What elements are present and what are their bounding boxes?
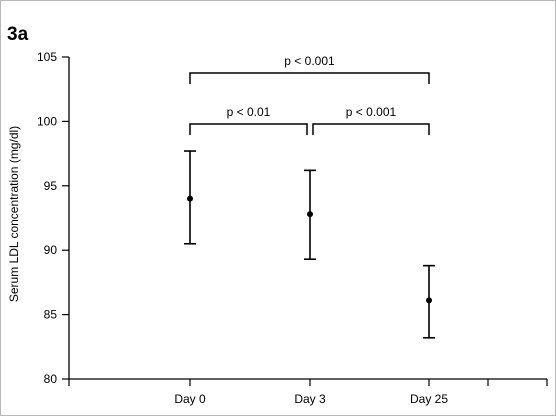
x-tick-label: Day 25: [410, 392, 448, 406]
significance-label: p < 0.001: [284, 54, 335, 68]
tick-marks: 80 85 90 95 100 105 Day 0 Day 3 Day 25: [37, 50, 548, 406]
data-point: [187, 195, 193, 202]
y-tick-label: 90: [44, 243, 58, 257]
significance-label: p < 0.001: [346, 105, 397, 119]
significance-brackets: p < 0.01 p < 0.001 p < 0.001: [189, 54, 430, 135]
y-tick-label: 80: [44, 372, 58, 386]
data-point: [307, 211, 313, 218]
y-tick-label: 100: [37, 114, 57, 128]
significance-bracket: [312, 123, 430, 135]
x-tick-label: Day 3: [294, 392, 326, 406]
y-tick-label: 95: [44, 179, 58, 193]
y-axis-title: Serum LDL concentration (mg/dl): [7, 126, 21, 302]
data-point: [426, 297, 432, 304]
data-points: [184, 150, 435, 339]
y-tick-label: 105: [37, 50, 57, 64]
y-tick-label: 85: [44, 308, 58, 322]
significance-label: p < 0.01: [227, 105, 271, 119]
panel-label: 3a: [7, 24, 29, 45]
x-tick-label: Day 0: [174, 392, 206, 406]
significance-bracket: [189, 72, 430, 84]
axes: [68, 57, 547, 380]
significance-bracket: [189, 123, 308, 135]
